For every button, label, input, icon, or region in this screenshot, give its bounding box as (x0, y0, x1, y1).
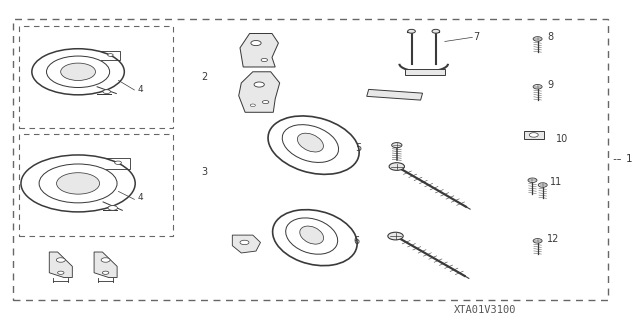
Circle shape (61, 63, 95, 80)
Polygon shape (232, 235, 260, 253)
Text: 4: 4 (138, 193, 143, 202)
Circle shape (56, 173, 100, 194)
Text: 10: 10 (556, 134, 568, 144)
Circle shape (538, 183, 547, 187)
Text: 8: 8 (547, 32, 554, 42)
Text: 9: 9 (547, 80, 554, 90)
Circle shape (39, 164, 117, 203)
Circle shape (32, 49, 124, 95)
Circle shape (251, 41, 261, 46)
Ellipse shape (282, 125, 339, 162)
Text: XTA01V3100: XTA01V3100 (454, 305, 516, 315)
Ellipse shape (268, 116, 359, 174)
Circle shape (261, 58, 268, 62)
Circle shape (528, 178, 537, 182)
Ellipse shape (273, 210, 357, 266)
Polygon shape (239, 72, 280, 112)
Text: 6: 6 (353, 236, 360, 246)
Bar (524, 131, 544, 139)
Text: 7: 7 (474, 32, 480, 42)
Circle shape (262, 100, 269, 104)
Polygon shape (240, 33, 278, 67)
Circle shape (108, 54, 113, 56)
Circle shape (240, 240, 249, 245)
Bar (367, 89, 422, 100)
Circle shape (101, 258, 110, 262)
Circle shape (103, 90, 111, 93)
Ellipse shape (300, 226, 324, 244)
Circle shape (533, 37, 542, 41)
Polygon shape (49, 252, 72, 278)
Text: 11: 11 (550, 177, 563, 187)
Circle shape (388, 232, 403, 240)
Ellipse shape (298, 133, 323, 152)
Circle shape (56, 258, 65, 262)
Circle shape (392, 143, 402, 148)
Circle shape (58, 271, 64, 274)
Circle shape (21, 155, 135, 212)
Text: 1: 1 (626, 154, 632, 165)
Text: 5: 5 (355, 143, 362, 153)
Bar (405, 69, 445, 75)
Circle shape (529, 133, 538, 137)
Circle shape (389, 163, 404, 170)
Circle shape (250, 104, 255, 107)
Circle shape (108, 206, 117, 210)
Circle shape (408, 29, 415, 33)
Circle shape (432, 29, 440, 33)
Circle shape (115, 161, 122, 164)
Text: 12: 12 (547, 234, 559, 244)
Text: 3: 3 (202, 167, 208, 177)
Circle shape (533, 239, 542, 243)
Text: 4: 4 (138, 85, 143, 94)
Circle shape (47, 56, 109, 87)
Ellipse shape (285, 218, 338, 254)
Polygon shape (94, 252, 117, 278)
Circle shape (533, 85, 542, 89)
Circle shape (102, 271, 109, 274)
Circle shape (254, 82, 264, 87)
Text: 2: 2 (202, 71, 208, 82)
